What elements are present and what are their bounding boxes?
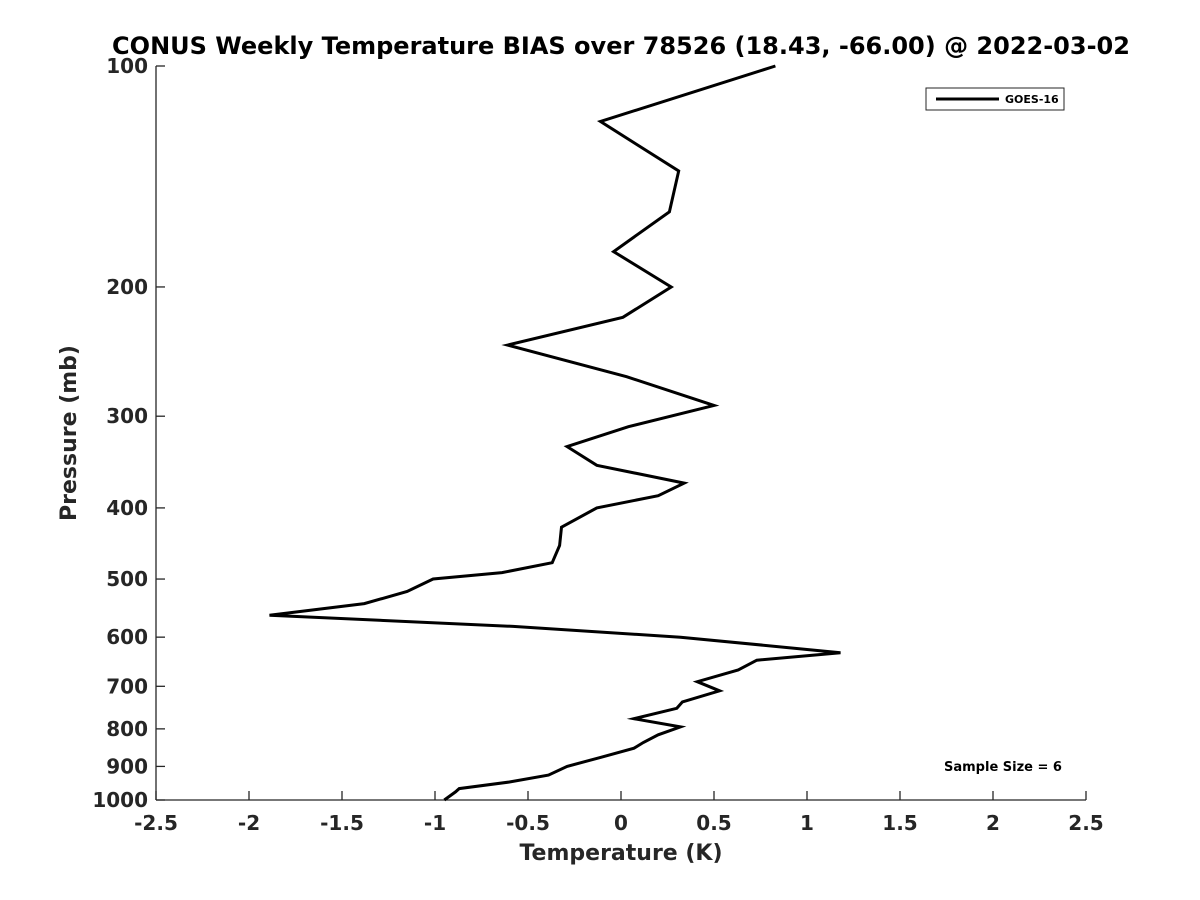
x-tick-label: 2 <box>986 811 1000 835</box>
x-tick-label: -1.5 <box>320 811 364 835</box>
y-tick-label: 200 <box>106 275 148 299</box>
y-tick-label: 900 <box>106 754 148 778</box>
y-tick-label: 500 <box>106 567 148 591</box>
x-tick-label: 1.5 <box>882 811 917 835</box>
series-line-goes-16 <box>269 64 841 802</box>
plot-axes <box>155 66 1086 801</box>
y-tick-label: 1000 <box>92 788 148 812</box>
y-tick-label: 300 <box>106 404 148 428</box>
series-layer <box>269 64 841 802</box>
x-axis-ticks: -2.5 -2 -1.5 -1 -0.5 0 0.5 1 1.5 2 2.5 <box>134 791 1104 835</box>
x-tick-label: -1 <box>424 811 446 835</box>
x-tick-label: -2.5 <box>134 811 178 835</box>
y-tick-label: 600 <box>106 625 148 649</box>
chart-title: CONUS Weekly Temperature BIAS over 78526… <box>112 32 1130 60</box>
x-tick-label: -2 <box>238 811 260 835</box>
sample-size-annotation: Sample Size = 6 <box>944 760 1062 775</box>
legend-label-goes-16: GOES-16 <box>1005 93 1059 106</box>
x-tick-label: -0.5 <box>506 811 550 835</box>
x-tick-label: 0 <box>614 811 628 835</box>
y-tick-label: 700 <box>106 674 148 698</box>
y-tick-label: 100 <box>106 54 148 78</box>
y-tick-label: 800 <box>106 717 148 741</box>
x-tick-label: 2.5 <box>1068 811 1103 835</box>
x-tick-label: 0.5 <box>696 811 731 835</box>
x-tick-label: 1 <box>800 811 814 835</box>
y-axis-ticks: 100 200 300 400 500 600 700 800 900 1000 <box>92 54 165 812</box>
y-tick-label: 400 <box>106 496 148 520</box>
y-axis-label: Pressure (mb) <box>57 345 82 521</box>
legend: GOES-16 <box>925 87 1065 111</box>
x-axis-label: Temperature (K) <box>519 841 722 866</box>
